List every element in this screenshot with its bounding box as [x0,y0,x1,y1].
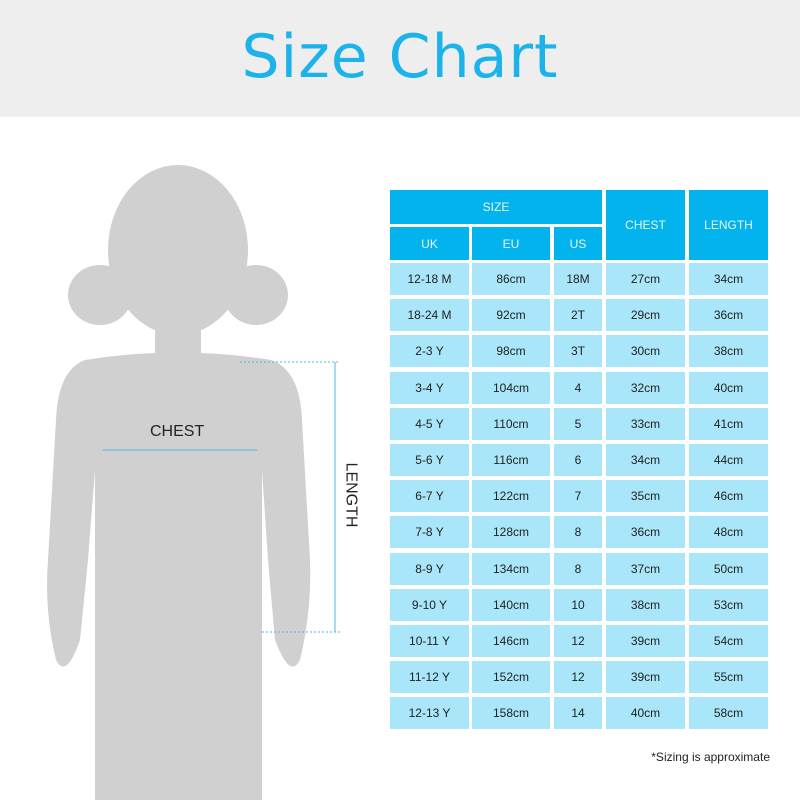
cell-uk: 10-11 Y [390,625,469,657]
page-title: Size Chart [241,22,559,92]
cell-uk: 12-18 M [390,263,469,295]
cell-eu: 140cm [472,588,550,621]
cell-chest: 27cm [606,263,685,295]
cell-us: 8 [554,516,602,549]
header-us: US [554,227,602,260]
cell-length: 38cm [689,335,768,368]
cell-length: 50cm [689,552,768,585]
cell-uk: 11-12 Y [390,661,469,694]
cell-chest: 38cm [606,588,685,621]
cell-eu: 116cm [472,444,550,476]
cell-length: 40cm [689,371,768,404]
size-group-header: SIZE [390,190,602,224]
cell-chest: 39cm [606,661,685,694]
cell-chest: 30cm [606,335,685,368]
cell-us: 5 [554,407,602,440]
cell-chest: 37cm [606,552,685,585]
cell-chest: 40cm [606,697,685,730]
cell-uk: 5-6 Y [390,444,469,476]
cell-uk: 12-13 Y [390,697,469,730]
cell-us: 4 [554,371,602,404]
cell-us: 2T [554,299,602,332]
cell-length: 48cm [689,516,768,549]
cell-uk: 6-7 Y [390,480,469,513]
cell-eu: 98cm [472,335,550,368]
cell-length: 46cm [689,480,768,513]
cell-us: 18M [554,263,602,295]
cell-length: 44cm [689,444,768,476]
cell-length: 58cm [689,697,768,730]
cell-eu: 104cm [472,371,550,404]
cell-length: 54cm [689,625,768,657]
cell-eu: 152cm [472,661,550,694]
cell-us: 12 [554,661,602,694]
cell-eu: 158cm [472,697,550,730]
cell-length: 55cm [689,661,768,694]
length-label: LENGTH [342,462,360,528]
cell-uk: 9-10 Y [390,588,469,621]
cell-uk: 2-3 Y [390,335,469,368]
child-silhouette [47,165,340,800]
cell-chest: 34cm [606,444,685,476]
cell-eu: 86cm [472,263,550,295]
cell-us: 7 [554,480,602,513]
cell-us: 8 [554,552,602,585]
cell-us: 12 [554,625,602,657]
header-chest: CHEST [606,190,685,260]
cell-uk: 4-5 Y [390,407,469,440]
cell-uk: 3-4 Y [390,371,469,404]
cell-chest: 33cm [606,407,685,440]
cell-uk: 7-8 Y [390,516,469,549]
cell-eu: 146cm [472,625,550,657]
cell-chest: 36cm [606,516,685,549]
title-banner [0,0,800,117]
header-eu: EU [472,227,550,260]
cell-chest: 39cm [606,625,685,657]
chest-label: CHEST [150,423,205,440]
cell-eu: 110cm [472,407,550,440]
cell-chest: 35cm [606,480,685,513]
cell-length: 53cm [689,588,768,621]
cell-us: 3T [554,335,602,368]
cell-eu: 128cm [472,516,550,549]
cell-eu: 134cm [472,552,550,585]
cell-chest: 29cm [606,299,685,332]
cell-us: 6 [554,444,602,476]
header-uk: UK [390,227,469,260]
cell-us: 14 [554,697,602,730]
header-length: LENGTH [689,190,768,260]
footnote: *Sizing is approximate [651,750,770,764]
cell-eu: 122cm [472,480,550,513]
cell-us: 10 [554,588,602,621]
cell-uk: 8-9 Y [390,552,469,585]
cell-length: 34cm [689,263,768,295]
cell-length: 36cm [689,299,768,332]
cell-uk: 18-24 M [390,299,469,332]
cell-chest: 32cm [606,371,685,404]
cell-eu: 92cm [472,299,550,332]
cell-length: 41cm [689,407,768,440]
